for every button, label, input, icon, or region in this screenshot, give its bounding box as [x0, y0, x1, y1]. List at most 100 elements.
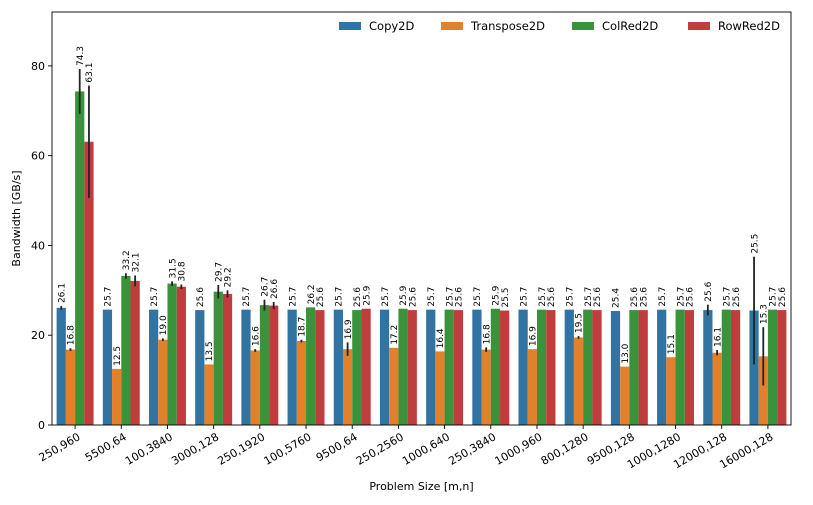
x-tick-label: 250,2560 — [354, 430, 406, 468]
bar-value-label: 25.9 — [492, 285, 502, 305]
x-tick-label: 1000,960 — [493, 430, 545, 468]
bar-value-label: 18.7 — [298, 317, 308, 337]
bar-value-label: 25.7 — [584, 287, 594, 307]
bar-copy2d-1000-640 — [426, 309, 436, 425]
bar-copy2d-9500-64 — [333, 309, 343, 425]
y-axis: 0 20 40 60 80 — [31, 60, 52, 432]
bar-value-label: 16.9 — [344, 319, 354, 339]
legend-label-rowred2d: RowRed2D — [718, 19, 780, 33]
bar-value-label: 26.6 — [270, 279, 280, 299]
bar-value-label: 31.5 — [168, 258, 178, 278]
bar-transpose2d-12000-128 — [712, 352, 722, 425]
bar-colred2d-3000-128 — [213, 291, 223, 425]
bar-value-label: 25.9 — [362, 285, 372, 305]
bar-value-label: 17.2 — [390, 325, 400, 345]
bar-transpose2d-250-3840 — [481, 349, 491, 425]
bar-copy2d-3000-128 — [195, 310, 205, 425]
bar-colred2d-250-2560 — [398, 308, 408, 425]
bar-transpose2d-3000-128 — [204, 364, 214, 425]
bar-transpose2d-250-960 — [65, 349, 76, 425]
bar-value-label: 25.6 — [778, 287, 788, 307]
bars-layer — [56, 91, 787, 426]
x-tick-label: 5500,64 — [83, 430, 129, 464]
bar-value-label: 26.7 — [261, 277, 271, 297]
x-tick-label: 250,960 — [37, 430, 83, 464]
x-tick-label: 250,3840 — [446, 430, 498, 468]
bar-copy2d-250-1920 — [241, 309, 251, 425]
bar-copy2d-1000-960 — [518, 309, 528, 425]
bar-value-label: 30.8 — [178, 261, 188, 281]
bar-colred2d-100-5760 — [306, 307, 316, 425]
bar-value-label: 25.6 — [196, 287, 206, 307]
bar-rowred2d-12000-128 — [730, 310, 741, 425]
bar-value-label: 25.7 — [150, 287, 160, 307]
bar-colred2d-1000-960 — [536, 309, 547, 425]
x-tick-label: 1000,640 — [400, 430, 452, 468]
bar-value-label: 13.5 — [205, 341, 215, 361]
error-bars-layer — [60, 69, 765, 386]
bar-rowred2d-3000-128 — [222, 293, 233, 425]
bar-value-label: 25.7 — [658, 287, 668, 307]
bar-colred2d-250-1920 — [259, 305, 270, 425]
bar-value-label: 25.6 — [316, 287, 326, 307]
x-axis: 250,960 5500,64100,38403000,128250,192010… — [37, 425, 775, 471]
bar-labels-layer: 26.1 25.7 25.7 25.6 25.7 25.7 25.7 25.7 25.7 25.7… — [57, 46, 788, 366]
bar-transpose2d-5500-64 — [112, 368, 122, 425]
bar-rowred2d-250-1920 — [269, 305, 279, 425]
bar-transpose2d-16000-128 — [758, 356, 768, 425]
bar-colred2d-5500-64 — [121, 275, 131, 425]
bar-transpose2d-1000-640 — [435, 351, 445, 425]
bar-value-label: 25.6 — [639, 287, 649, 307]
bar-copy2d-100-5760 — [287, 309, 297, 425]
bar-transpose2d-800-1280 — [573, 337, 584, 425]
bar-copy2d-12000-128 — [703, 310, 713, 425]
legend-swatch-colred2d — [572, 22, 594, 30]
bar-value-label: 29.2 — [224, 267, 234, 287]
bar-value-label: 19.0 — [159, 315, 169, 335]
bar-value-label: 25.7 — [445, 287, 455, 307]
bar-rowred2d-1000-1280 — [684, 310, 695, 425]
bar-rowred2d-1000-640 — [453, 310, 464, 425]
bar-value-label: 16.4 — [436, 328, 446, 348]
bar-colred2d-9500-64 — [352, 310, 362, 425]
bar-copy2d-250-960 — [56, 307, 66, 425]
bar-value-label: 25.7 — [769, 287, 779, 307]
legend-swatch-transpose2d — [441, 22, 463, 30]
bar-value-label: 25.7 — [723, 287, 733, 307]
x-tick-label: 100,3840 — [123, 430, 175, 468]
y-tick-label: 20 — [31, 329, 45, 342]
bar-value-label: 19.5 — [575, 313, 585, 333]
bar-colred2d-250-3840 — [490, 308, 501, 425]
bar-value-label: 25.7 — [288, 287, 298, 307]
bar-transpose2d-250-1920 — [250, 350, 260, 425]
bar-value-label: 25.7 — [519, 287, 529, 307]
bar-value-label: 16.6 — [251, 326, 261, 346]
bar-value-label: 26.1 — [57, 283, 67, 303]
bar-rowred2d-250-960 — [84, 141, 94, 426]
bar-value-label: 25.7 — [427, 287, 437, 307]
legend-label-transpose2d: Transpose2D — [470, 19, 545, 33]
x-tick-label: 800,1280 — [539, 430, 591, 468]
bar-value-label: 25.5 — [501, 287, 511, 307]
bar-value-label: 25.7 — [566, 287, 576, 307]
plot-frame — [51, 11, 792, 426]
bar-transpose2d-1000-960 — [527, 349, 537, 425]
bar-transpose2d-100-5760 — [296, 341, 307, 425]
bar-value-label: 25.7 — [104, 287, 114, 307]
bar-copy2d-250-3840 — [472, 309, 482, 425]
bar-rowred2d-1000-960 — [546, 310, 556, 425]
bar-value-label: 25.6 — [547, 287, 557, 307]
bar-value-label: 25.6 — [455, 287, 465, 307]
x-tick-label: 100,5760 — [262, 430, 314, 468]
bar-value-label: 25.6 — [593, 287, 603, 307]
bar-colred2d-250-960 — [75, 91, 85, 426]
legend-label-copy2d: Copy2D — [369, 19, 414, 33]
bar-value-label: 32.1 — [131, 252, 141, 272]
bar-value-label: 25.6 — [686, 287, 696, 307]
bar-value-label: 16.1 — [713, 327, 723, 347]
bar-transpose2d-1000-1280 — [666, 357, 676, 425]
bar-transpose2d-100-3840 — [158, 339, 168, 425]
bar-value-label: 25.6 — [408, 287, 418, 307]
bar-colred2d-9500-128 — [629, 310, 639, 425]
bar-copy2d-100-3840 — [148, 309, 159, 425]
